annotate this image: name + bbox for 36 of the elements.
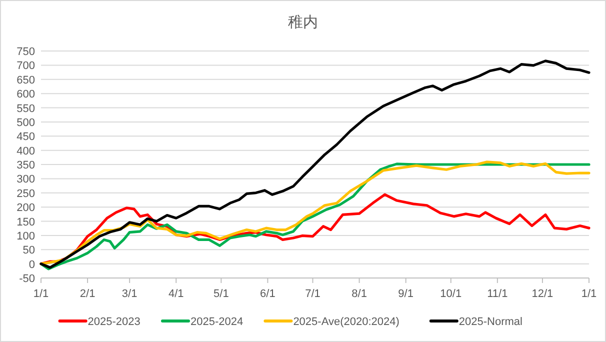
x-tick-label: 2/1: [80, 288, 96, 300]
legend-label: 2025-Normal: [458, 316, 522, 328]
y-tick-label: -50: [19, 273, 35, 285]
x-tick-label: 9/1: [398, 288, 414, 300]
legend-label: 2025-2023: [88, 316, 140, 328]
y-tick-label: 550: [16, 102, 35, 115]
y-tick-label: 500: [16, 116, 35, 129]
x-tick-label: 8/1: [352, 288, 367, 300]
x-tick-label: 3/1: [122, 288, 138, 300]
y-tick-label: 350: [16, 160, 35, 172]
x-tick-label: 7/1: [305, 288, 320, 300]
y-tick-label: 150: [16, 216, 35, 228]
x-tick-label: 11/1: [487, 288, 508, 300]
x-tick-label: 12/1: [532, 288, 554, 300]
y-tick-label: 650: [16, 74, 35, 86]
legend-label: 2025-2024: [190, 316, 244, 328]
x-tick-label: 10/1: [440, 288, 462, 300]
x-tick-label: 1/1: [33, 288, 49, 300]
y-tick-label: 250: [16, 188, 35, 200]
legend-label: 2025-Ave(2020:2024): [293, 316, 400, 328]
y-tick-label: 200: [16, 202, 35, 214]
x-tick-label: 4/1: [168, 288, 184, 300]
x-tick-label: 6/1: [260, 288, 276, 300]
line-series: [40, 60, 590, 269]
y-tick-label: 300: [16, 174, 35, 186]
y-tick-label: 0: [28, 258, 35, 271]
chart-title: 稚内: [288, 14, 318, 31]
y-tick-label: 700: [16, 60, 35, 72]
x-tick-label: 5/1: [214, 288, 229, 300]
x-tick-label: 1/1: [581, 288, 597, 300]
y-tick-label: 750: [16, 46, 35, 58]
y-tick-label: 50: [22, 244, 35, 257]
y-tick-label: 600: [16, 88, 35, 101]
y-tick-label: 400: [16, 145, 35, 158]
y-tick-label: 450: [16, 131, 35, 144]
y-tick-label: 100: [16, 230, 35, 242]
